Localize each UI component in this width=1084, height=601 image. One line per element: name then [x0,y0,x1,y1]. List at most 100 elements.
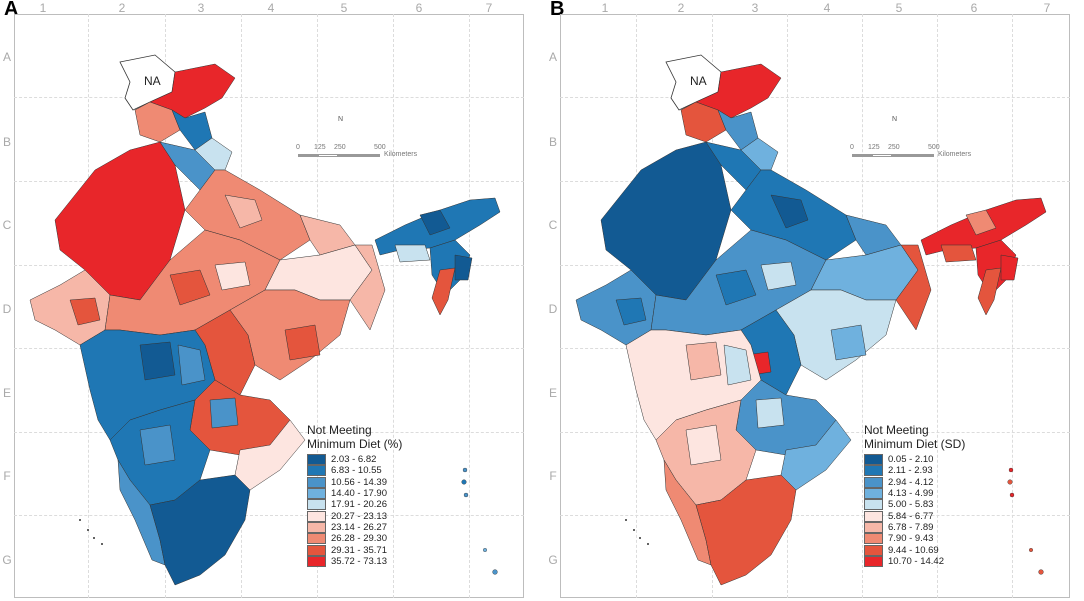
grid-col-label: 3 [197,1,205,15]
grid-col-label: 4 [823,1,831,15]
map-region [69,297,101,326]
map-region [965,209,997,236]
island [1008,467,1014,473]
map-region [715,269,757,306]
legend-title: Minimum Diet (%) [307,437,403,451]
map-region [149,63,236,119]
map-region [139,341,176,381]
scale-tick: 250 [888,144,900,151]
legend-label: 23.14 - 26.27 [331,521,387,533]
grid-row-label: A [548,50,557,64]
island [1009,492,1015,498]
island [87,529,89,531]
legend-swatch [307,510,326,522]
map-region [139,424,176,466]
legend-item: 35.72 - 73.13 [307,555,402,567]
legend-label: 0.05 - 2.10 [888,454,934,466]
legend-label: 7.90 - 9.43 [888,533,934,545]
legend-label: 26.28 - 29.30 [331,533,387,545]
legend-label: 6.83 - 10.55 [331,465,382,477]
legend-item: 20.27 - 23.13 [307,510,402,522]
gridline [560,181,1070,182]
grid-row-label: E [548,386,557,400]
scale-tick: 0 [850,144,854,151]
legend-items: 2.03 - 6.82 6.83 - 10.55 10.56 - 14.39 14.4… [307,454,402,567]
map-region [284,324,321,361]
legend-label: 9.44 - 10.69 [888,544,939,556]
map-region [695,63,782,119]
legend-label: 2.03 - 6.82 [331,454,377,466]
gridline [14,97,524,98]
legend-swatch [307,499,326,511]
legend-swatch [307,454,326,466]
legend-items: 0.05 - 2.10 2.11 - 2.93 2.94 - 4.12 4.13 - … [864,454,965,567]
scale-tick: 250 [334,144,346,151]
map-region [755,397,785,429]
choropleth-map [29,54,501,586]
island [101,543,103,545]
legend-item: 10.70 - 14.42 [864,555,965,567]
legend-item: 5.00 - 5.83 [864,499,965,511]
legend-swatch [864,476,883,488]
legend-swatch [307,521,326,533]
legend-label: 17.91 - 20.26 [331,499,387,511]
grid-col-label: 6 [415,1,423,15]
island [461,479,467,485]
legend-swatch [307,465,326,477]
legend-item: 29.31 - 35.71 [307,544,402,556]
map-region [723,344,752,386]
grid-row-label: D [2,302,12,316]
gridline [14,515,524,516]
scale-tick: 125 [868,144,880,151]
grid-col-label: 6 [970,1,978,15]
grid-row-label: A [2,50,11,64]
legend-item: 0.05 - 2.10 [864,454,965,466]
legend-item: 14.40 - 17.90 [307,488,402,500]
island [1007,479,1013,485]
grid-row-label: F [549,469,557,483]
legend-item: 23.14 - 26.27 [307,521,402,533]
map-panel-b: B 1 2 3 4 5 6 7 A B C D E F G [546,0,1084,601]
island [639,537,641,539]
gridline [560,97,1070,98]
map-region [177,344,206,386]
grid-col-label: 3 [751,1,759,15]
legend-label: 5.84 - 6.77 [888,510,934,522]
legend-swatch [864,544,883,556]
legend-item: 2.11 - 2.93 [864,465,965,477]
legend-swatch [307,544,326,556]
na-label: NA [690,74,707,88]
map-region [940,244,977,263]
grid-row-label: C [548,218,558,232]
map-region [419,209,451,236]
grid-row-label: E [2,386,11,400]
map-region [149,474,251,586]
map-frame [560,14,1070,598]
map-region [895,244,932,331]
scale-tick: 500 [374,144,386,151]
island [1029,548,1034,553]
island [1038,569,1044,575]
legend-label: 35.72 - 73.13 [331,555,387,567]
map-region [431,267,456,316]
legend-swatch [864,555,883,567]
legend-item: 2.94 - 4.12 [864,476,965,488]
grid-row-label: G [2,553,12,567]
legend-item: 10.56 - 14.39 [307,476,402,488]
scale-unit: Kilometers [938,151,972,158]
island [633,529,635,531]
legend-label: 10.70 - 14.42 [888,555,944,567]
legend-swatch [307,476,326,488]
grid-col-label: 5 [340,1,348,15]
grid-row-label: C [2,218,12,232]
island [463,492,469,498]
scale-tick: 500 [928,144,940,151]
grid-col-label: 1 [39,1,47,15]
map-region [194,137,233,171]
map-region [977,267,1002,316]
legend-label: 14.40 - 17.90 [331,488,387,500]
legend-label: 4.13 - 4.99 [888,488,934,500]
legend-swatch [864,499,883,511]
legend-label: 2.11 - 2.93 [888,465,933,477]
map-region [685,341,722,381]
